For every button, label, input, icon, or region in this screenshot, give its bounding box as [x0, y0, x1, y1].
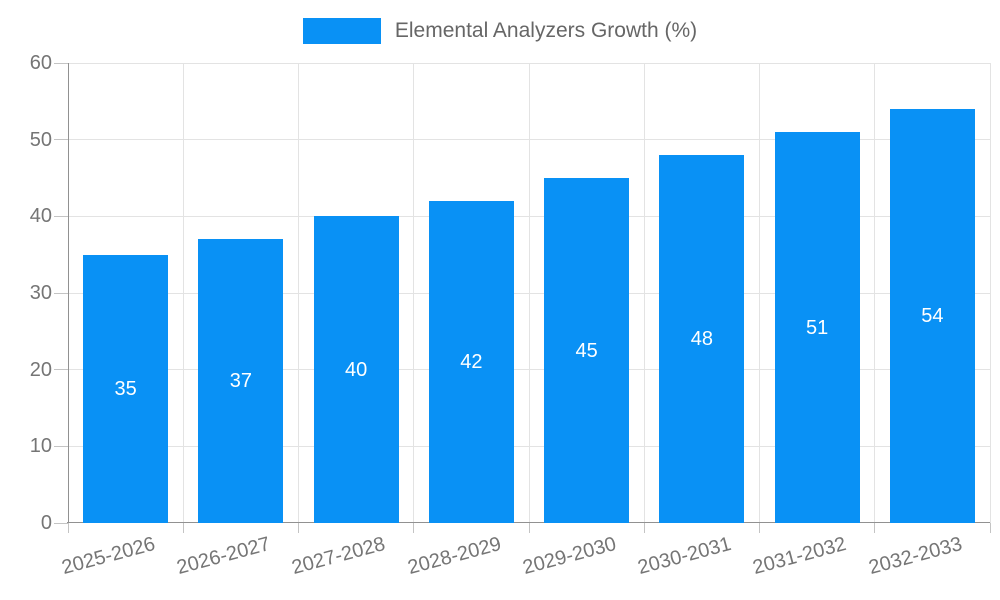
- bar-value-label: 54: [921, 305, 944, 327]
- v-gridline: [298, 63, 299, 523]
- v-gridline: [643, 63, 645, 523]
- x-tick: [528, 523, 530, 533]
- x-tick: [643, 523, 645, 533]
- y-tick: [54, 445, 68, 447]
- v-gridline: [759, 63, 760, 523]
- bar-value-label: 37: [229, 370, 252, 393]
- x-tick-label: 2028-2029: [405, 532, 504, 579]
- bar-value-label: 51: [806, 316, 829, 339]
- legend-label: Elemental Analyzers Growth (%): [394, 19, 698, 42]
- x-tick: [759, 523, 760, 533]
- v-gridline: [874, 63, 876, 523]
- plot-area: 35 37 40 42 45 48 51 54: [54, 62, 991, 533]
- y-tick: [54, 369, 68, 371]
- bar[interactable]: [544, 178, 630, 523]
- bar-value-label: 45: [575, 339, 598, 362]
- x-tick-label: 2031-2032: [750, 532, 850, 579]
- x-tick-label: 2026-2027: [174, 532, 273, 579]
- v-gridline: [528, 63, 530, 523]
- x-tick-label: 2029-2030: [520, 532, 619, 579]
- y-tick-label: 20: [29, 358, 52, 381]
- y-tick: [54, 215, 68, 217]
- legend-swatch-icon: [302, 18, 381, 44]
- y-tick: [54, 62, 68, 64]
- bar[interactable]: [83, 254, 169, 523]
- y-tick: [54, 522, 68, 524]
- y-tick-label: 40: [29, 205, 52, 228]
- x-tick-label: 2027-2028: [289, 532, 389, 579]
- y-tick-label: 0: [40, 512, 52, 534]
- bar-value-label: 42: [460, 351, 483, 373]
- bar[interactable]: [198, 239, 284, 523]
- v-gridline: [182, 63, 184, 523]
- x-tick-label: 2030-2031: [635, 532, 734, 579]
- bar[interactable]: [428, 201, 514, 523]
- bar[interactable]: [659, 155, 745, 523]
- bar[interactable]: [774, 132, 860, 523]
- x-tick: [413, 523, 415, 533]
- v-gridline: [413, 63, 415, 523]
- bar[interactable]: [889, 109, 975, 523]
- x-tick: [182, 523, 184, 533]
- y-tick-label: 30: [29, 282, 52, 304]
- legend[interactable]: Elemental Analyzers Growth (%): [0, 18, 1000, 44]
- x-axis-line: [67, 522, 990, 523]
- v-gridline: [989, 63, 991, 523]
- x-tick: [298, 523, 299, 533]
- x-tick: [67, 523, 69, 533]
- y-tick-label: 50: [29, 128, 52, 151]
- y-tick: [54, 292, 68, 294]
- bar[interactable]: [313, 216, 399, 523]
- x-tick: [874, 523, 876, 533]
- y-axis-line: [68, 63, 69, 523]
- y-tick-label: 60: [29, 52, 52, 74]
- x-tick-label: 2025-2026: [59, 532, 158, 579]
- x-tick: [989, 523, 991, 533]
- bar-value-label: 35: [114, 377, 137, 400]
- x-tick-label: 2032-2033: [866, 532, 965, 579]
- bar-value-label: 40: [345, 358, 368, 381]
- y-tick: [54, 139, 68, 141]
- y-tick-label: 10: [29, 435, 52, 458]
- bar-value-label: 48: [690, 328, 713, 350]
